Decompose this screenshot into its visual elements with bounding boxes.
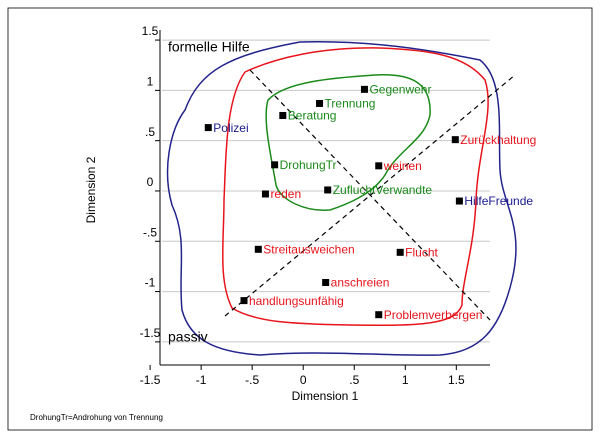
- y-tick-label: -.5: [143, 225, 157, 239]
- point-label: anschreien: [331, 276, 390, 290]
- point: [455, 197, 463, 205]
- note: DrohungTr=Androhung von Trennung: [30, 413, 163, 422]
- x-tick-label: -1: [196, 373, 207, 387]
- annotation: passiv: [168, 329, 208, 345]
- point-label: Beratung: [288, 109, 337, 123]
- point: [324, 186, 332, 194]
- point: [451, 136, 459, 144]
- point-label: reden: [270, 187, 301, 201]
- x-tick-label: 1.5: [448, 373, 465, 387]
- point: [271, 161, 279, 169]
- point-label: weinen: [383, 159, 422, 173]
- middle-contour: [221, 47, 489, 327]
- x-tick-label: -1.5: [140, 373, 161, 387]
- point: [375, 311, 383, 319]
- point-label: Zurückhaltung: [460, 133, 536, 147]
- outer-contour: [166, 41, 517, 356]
- x-tick-label: .5: [349, 373, 359, 387]
- point: [204, 124, 212, 132]
- inner-contour: [265, 73, 431, 211]
- point-label: Polizei: [213, 121, 248, 135]
- point-label: Gegenwehr: [369, 83, 431, 97]
- y-axis-label: Dimension 2: [84, 156, 98, 223]
- x-axis-label: Dimension 1: [292, 389, 359, 403]
- point: [261, 190, 269, 198]
- x-tick-label: 1: [402, 373, 409, 387]
- y-tick-label: 1.5: [142, 24, 159, 38]
- y-tick-label: -1: [145, 276, 156, 290]
- y-tick-label: 1: [147, 75, 154, 89]
- point: [396, 248, 404, 256]
- point: [254, 245, 262, 253]
- point-label: Problemverbergen: [384, 308, 483, 322]
- annotation: formelle Hilfe: [168, 39, 250, 55]
- y-tick-label: 0: [147, 175, 154, 189]
- point: [360, 85, 368, 93]
- point: [316, 99, 324, 107]
- grid: [162, 39, 490, 343]
- point: [322, 279, 330, 287]
- y-tick-label: .5: [145, 125, 155, 139]
- x-tick-label: 0: [300, 373, 307, 387]
- point-label: handlungsunfähig: [249, 294, 344, 308]
- point: [279, 112, 287, 120]
- diagonal: [249, 69, 491, 321]
- point: [240, 297, 248, 305]
- point-label: Flucht: [405, 246, 438, 260]
- point-label: ZufluchtVerwandte: [333, 183, 433, 197]
- point-label: Streitausweichen: [263, 242, 354, 256]
- point-label: HilfeFreunde: [464, 194, 533, 208]
- frame: [7, 7, 593, 431]
- y-tick-label: -1.5: [140, 326, 161, 340]
- point-label: DrohungTr: [280, 158, 337, 172]
- point: [375, 162, 383, 170]
- x-tick-label: -.5: [245, 373, 259, 387]
- point-label: Trennung: [325, 97, 376, 111]
